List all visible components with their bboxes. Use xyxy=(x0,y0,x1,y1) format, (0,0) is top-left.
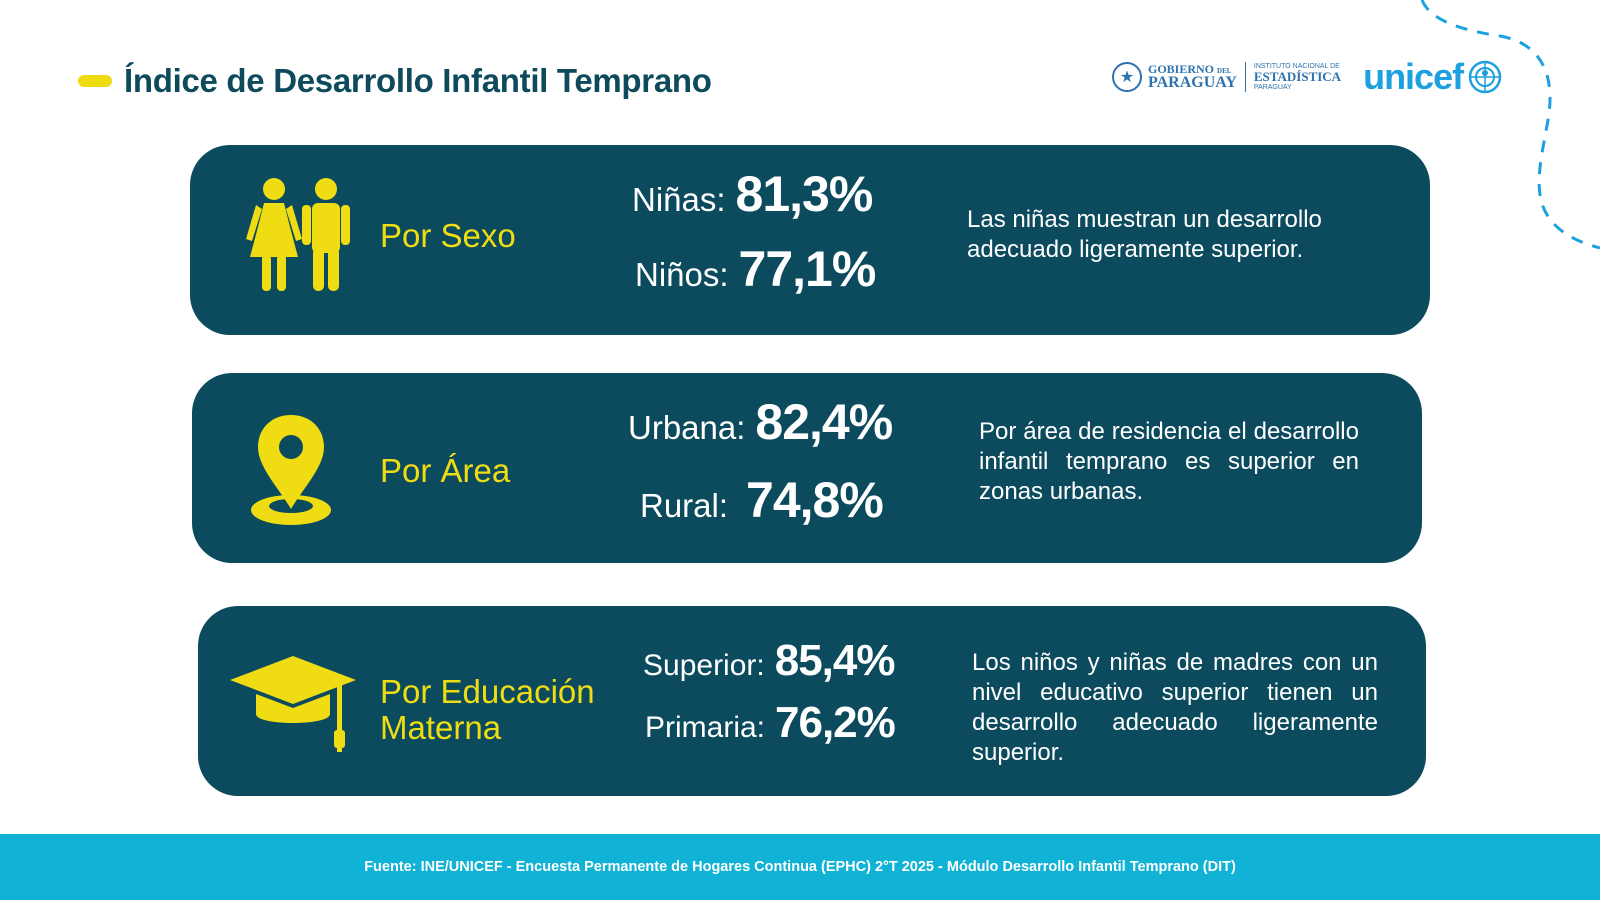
people-icon xyxy=(246,178,350,291)
unicef-globe-icon xyxy=(1468,60,1502,94)
card-por-sexo: Por Sexo Niñas: 81,3% Niños: 77,1% Las n… xyxy=(190,145,1430,335)
stat-urbana: Urbana: 82,4% xyxy=(628,394,893,450)
graduation-cap-icon xyxy=(230,656,356,752)
unicef-logo: unicef xyxy=(1363,56,1503,98)
stat-ninas: Niñas: 81,3% xyxy=(632,166,873,222)
location-pin-icon xyxy=(251,415,331,525)
card-description: Las niñas muestran un desarrollo adecuad… xyxy=(967,206,1322,263)
source-text: Fuente: INE/UNICEF - Encuesta Permanente… xyxy=(364,859,1236,875)
partner-logos: ★ GOBIERNO DEL PARAGUAY INSTITUTO NACION… xyxy=(1112,56,1503,98)
title-accent-bar xyxy=(78,75,112,87)
stat-rural: Rural: 74,8% xyxy=(640,472,884,528)
stat-superior: Superior: 85,4% xyxy=(643,636,895,685)
ine-logo: INSTITUTO NACIONAL DE ESTADÍSTICA PARAGU… xyxy=(1253,62,1342,91)
gobierno-paraguay-logo: GOBIERNO DEL PARAGUAY xyxy=(1148,62,1237,91)
card-description: Los niños y niñas de madres con un nivel… xyxy=(972,649,1378,766)
card-label: Por Sexo xyxy=(380,217,516,254)
page-header: Índice de Desarrollo Infantil Temprano xyxy=(78,62,712,100)
card-description: Por área de residencia el desarrollo inf… xyxy=(979,418,1359,505)
logo-divider xyxy=(1244,62,1246,92)
stat-primaria: Primaria: 76,2% xyxy=(645,698,896,747)
card-por-educacion-materna: Por Educación Materna Superior: 85,4% Pr… xyxy=(198,606,1426,796)
page-title: Índice de Desarrollo Infantil Temprano xyxy=(124,62,712,99)
card-por-area: Por Área Urbana: 82,4% Rural: 74,8% Por … xyxy=(192,373,1422,563)
government-seal-icon: ★ xyxy=(1112,62,1142,92)
card-label: Por Educación Materna xyxy=(380,673,595,746)
card-label: Por Área xyxy=(380,452,511,489)
source-footer: Fuente: INE/UNICEF - Encuesta Permanente… xyxy=(0,834,1600,900)
stat-ninos: Niños: 77,1% xyxy=(635,241,876,297)
